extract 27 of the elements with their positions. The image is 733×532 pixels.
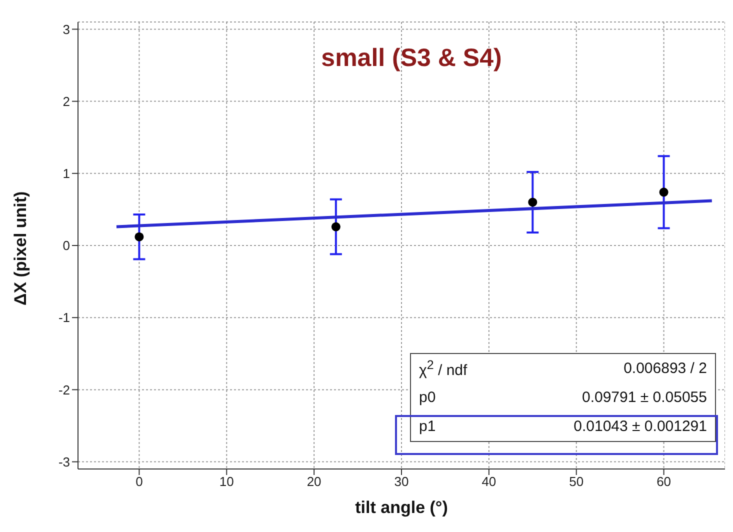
annotation: 0.09791 ± 0.05055 [582,389,707,406]
x-tick-label: 60 [656,474,672,490]
x-tick-label: 0 [136,474,143,490]
x-tick-label: 50 [569,474,584,490]
point [134,232,144,242]
y-tick-label: -2 [58,382,70,398]
y-tick-label: 2 [62,94,70,109]
annotation: 0.01043 ± 0.001291 [574,418,707,435]
x-tick-label: 20 [306,474,322,490]
y-tick-label: -3 [58,454,70,470]
x-tick-label: 40 [482,474,496,490]
annotation: 0.006893 / 2 [624,360,707,377]
y-tick-label: 3 [62,22,70,37]
point [528,198,538,207]
y-tick-label: 1 [62,166,70,182]
x-tick-label: 30 [394,474,409,490]
y-axis-title: ΔX (pixel unit) [11,191,30,306]
x-axis-title: tilt angle (°) [355,498,448,517]
y-tick-label: 0 [62,238,70,254]
x-tick-label: 10 [219,474,234,490]
annotation: p1 [419,418,436,435]
point [331,222,340,232]
point [659,188,668,197]
text: small (S3 & S4) [321,44,502,72]
annotation: χ$^{2}$ / ndf [419,358,468,379]
y-tick-label: -1 [58,310,70,326]
annotation: p0 [419,389,436,406]
